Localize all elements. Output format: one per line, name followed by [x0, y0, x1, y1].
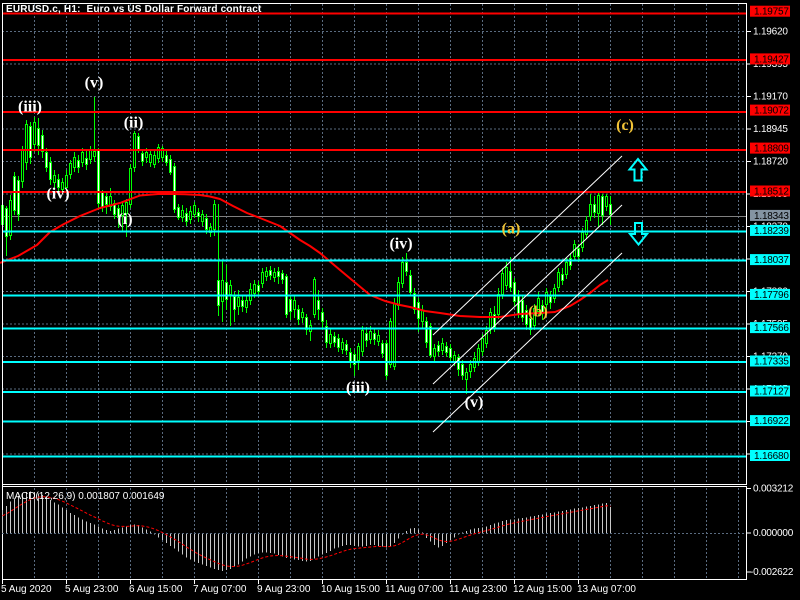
svg-text:12 Aug 15:00: 12 Aug 15:00	[513, 584, 572, 595]
svg-text:(v): (v)	[85, 75, 104, 92]
svg-text:7 Aug 07:00: 7 Aug 07:00	[193, 584, 247, 595]
svg-text:(a): (a)	[502, 221, 521, 238]
svg-text:1.19072: 1.19072	[754, 106, 789, 117]
svg-text:(iii): (iii)	[346, 380, 370, 397]
svg-text:(iv): (iv)	[389, 236, 412, 253]
svg-text:(c): (c)	[616, 117, 634, 134]
svg-text:1.16922: 1.16922	[754, 416, 789, 427]
svg-text:1.18809: 1.18809	[754, 144, 789, 155]
svg-text:1.18239: 1.18239	[754, 226, 789, 237]
svg-text:1.17796: 1.17796	[754, 290, 789, 301]
svg-text:-0.002622: -0.002622	[750, 567, 794, 578]
svg-text:1.17335: 1.17335	[754, 357, 789, 368]
svg-text:11 Aug 23:00: 11 Aug 23:00	[449, 584, 508, 595]
svg-text:0.003212: 0.003212	[753, 484, 794, 495]
svg-text:1.17127: 1.17127	[754, 387, 789, 398]
svg-text:(b): (b)	[528, 304, 548, 321]
svg-text:1.18945: 1.18945	[753, 124, 788, 135]
svg-text:1.19427: 1.19427	[754, 54, 789, 65]
svg-text:1.16680: 1.16680	[754, 451, 789, 462]
svg-text:(ii): (ii)	[124, 115, 144, 132]
svg-text:(iii): (iii)	[18, 99, 42, 116]
svg-text:1.18512: 1.18512	[754, 187, 789, 198]
svg-text:0.000000: 0.000000	[753, 528, 794, 539]
svg-text:MACD(12,26,9) 0.001807 0.00164: MACD(12,26,9) 0.001807 0.001649	[6, 491, 165, 502]
svg-text:5 Aug 23:00: 5 Aug 23:00	[65, 584, 119, 595]
svg-text:1.17566: 1.17566	[754, 323, 789, 334]
svg-text:10 Aug 15:00: 10 Aug 15:00	[321, 584, 380, 595]
svg-text:5 Aug 2020: 5 Aug 2020	[1, 584, 52, 595]
svg-text:13 Aug 07:00: 13 Aug 07:00	[577, 584, 636, 595]
svg-text:6 Aug 15:00: 6 Aug 15:00	[129, 584, 183, 595]
svg-text:1.19620: 1.19620	[753, 27, 788, 38]
svg-text:1.19757: 1.19757	[754, 7, 789, 18]
svg-text:(v): (v)	[465, 394, 484, 411]
svg-text:1.18720: 1.18720	[753, 157, 788, 168]
svg-text:1.18343: 1.18343	[754, 211, 789, 222]
svg-text:(i): (i)	[117, 211, 132, 228]
svg-text:1.19395: 1.19395	[753, 59, 788, 70]
svg-text:EURUSD.c, H1: Euro vs US Doll: EURUSD.c, H1: Euro vs US Dollar Forward …	[6, 4, 262, 15]
svg-text:11 Aug 07:00: 11 Aug 07:00	[385, 584, 444, 595]
svg-text:1.18037: 1.18037	[754, 255, 789, 266]
svg-text:1.19170: 1.19170	[753, 92, 788, 103]
svg-text:9 Aug 23:00: 9 Aug 23:00	[257, 584, 311, 595]
svg-text:(iv): (iv)	[46, 186, 69, 203]
